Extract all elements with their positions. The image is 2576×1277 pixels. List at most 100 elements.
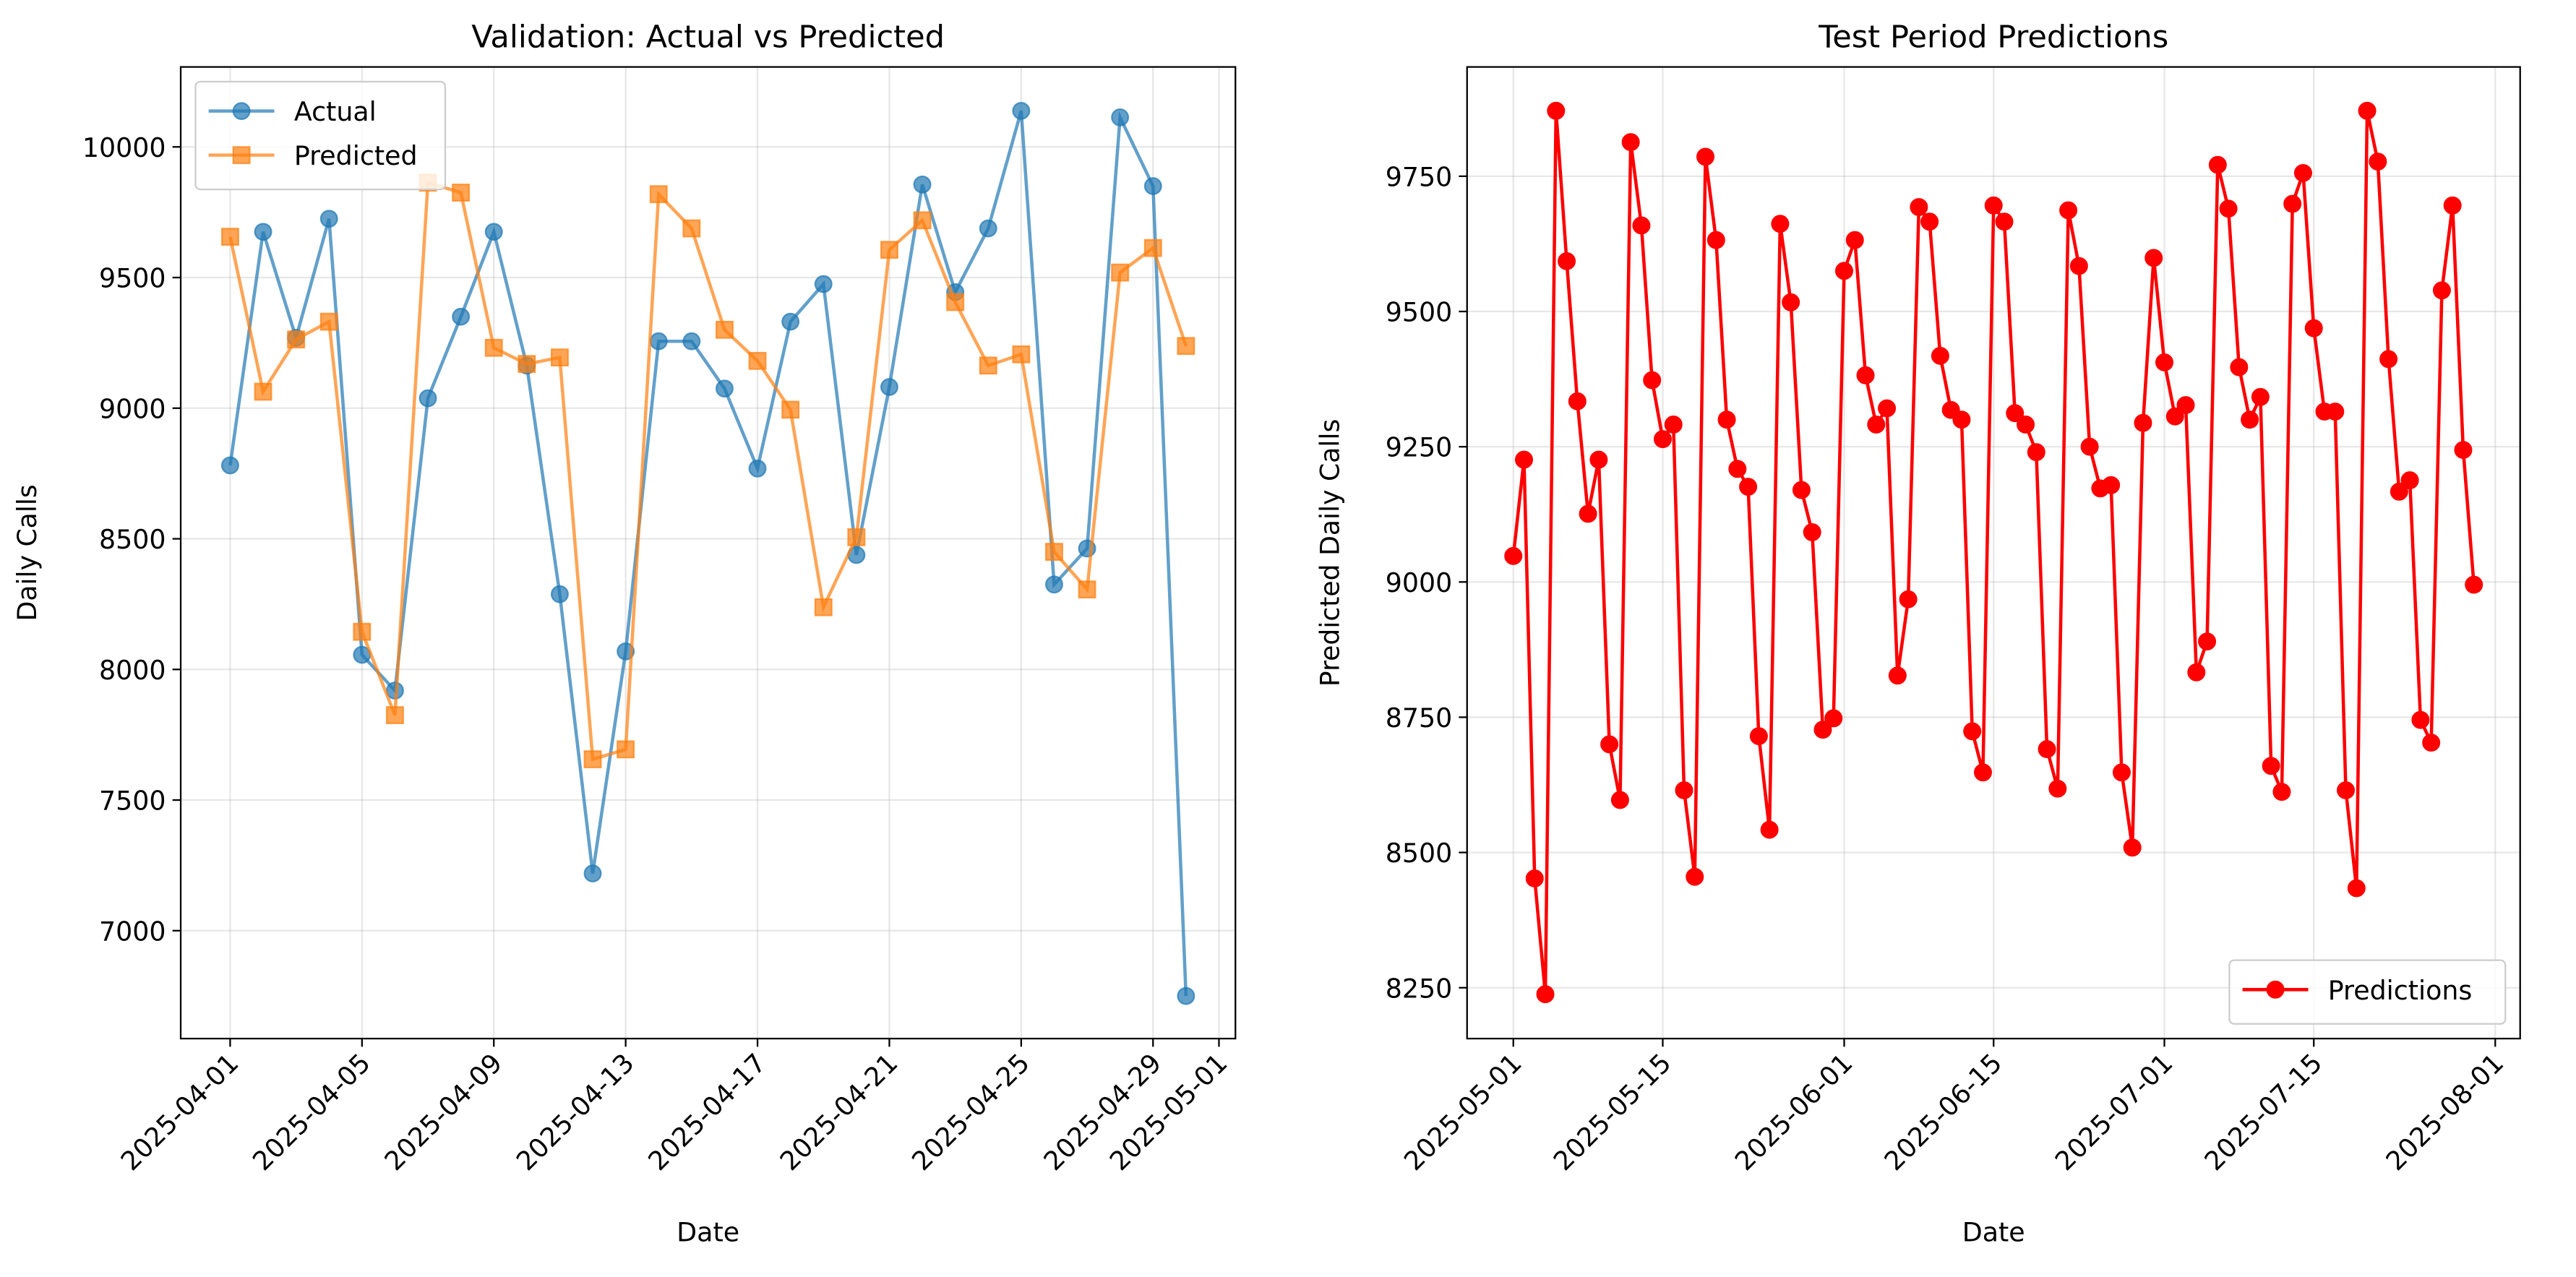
marker: [1878, 399, 1897, 418]
marker: [1728, 460, 1747, 478]
y-tick-label: 8500: [1386, 838, 1453, 869]
marker: [1899, 590, 1918, 609]
series-line: [228, 110, 1188, 997]
marker: [2048, 779, 2067, 798]
x-tick-label: 2025-04-05: [246, 1047, 377, 1177]
marker: [1579, 504, 1597, 523]
marker: [814, 598, 833, 616]
marker: [979, 219, 997, 238]
marker: [2241, 410, 2259, 429]
marker: [2379, 350, 2398, 369]
marker: [550, 348, 569, 367]
legend-label: Predictions: [2328, 975, 2473, 1006]
marker: [319, 312, 338, 331]
x-tick-label: 2025-04-21: [774, 1047, 904, 1177]
marker: [2069, 257, 2088, 275]
y-tick-label: 7000: [99, 916, 166, 947]
marker: [1568, 392, 1587, 410]
x-tick-label: 2025-05-01: [1398, 1047, 1528, 1177]
marker: [1760, 820, 1779, 839]
marker: [418, 389, 437, 408]
y-tick-label: 9000: [99, 393, 166, 424]
x-tick-label: 2025-04-01: [115, 1047, 245, 1177]
marker: [1621, 133, 1640, 152]
marker: [2198, 632, 2217, 651]
marker: [287, 330, 306, 349]
legend: Predictions: [2228, 959, 2507, 1025]
marker: [1739, 478, 1758, 496]
marker: [1111, 108, 1130, 126]
marker: [1792, 481, 1811, 499]
marker: [1610, 791, 1629, 809]
marker: [1824, 709, 1843, 728]
marker: [2347, 879, 2366, 898]
marker: [649, 332, 668, 351]
marker: [781, 400, 800, 419]
marker: [2283, 194, 2302, 213]
y-tick-label: 9750: [1386, 162, 1453, 193]
y-tick-label: 10000: [82, 132, 166, 163]
marker: [2176, 396, 2195, 414]
x-tick-label: 2025-04-13: [510, 1047, 640, 1177]
marker: [1984, 196, 2003, 215]
marker: [1813, 721, 1832, 739]
marker: [1749, 727, 1768, 746]
y-tick-label: 7500: [99, 786, 166, 817]
y-tick-label: 8000: [99, 655, 166, 686]
marker: [1643, 371, 1662, 390]
legend-marker: [2266, 980, 2285, 999]
marker: [2112, 763, 2131, 782]
marker: [1686, 867, 1704, 886]
series-line: [228, 180, 1188, 762]
marker: [319, 210, 338, 228]
marker: [617, 740, 635, 759]
marker: [2251, 387, 2270, 406]
marker: [2187, 663, 2206, 682]
marker: [2006, 404, 2025, 423]
marker: [1177, 337, 1195, 356]
marker: [2337, 781, 2356, 799]
marker: [2155, 353, 2174, 371]
marker: [1012, 345, 1031, 364]
marker: [913, 175, 932, 194]
marker: [1856, 366, 1875, 384]
marker: [518, 355, 536, 374]
legend-marker: [232, 102, 251, 121]
marker: [1920, 212, 1939, 231]
legend-label: Actual: [294, 96, 377, 127]
marker: [1782, 293, 1800, 311]
marker: [946, 293, 965, 311]
x-axis-label: Date: [677, 1216, 739, 1247]
marker: [1632, 216, 1651, 235]
marker: [2230, 358, 2249, 377]
marker: [748, 351, 767, 370]
marker: [814, 275, 833, 293]
x-axis-label: Date: [1962, 1216, 2025, 1247]
marker: [1547, 101, 1566, 120]
x-tick-label: 2025-07-01: [2049, 1047, 2179, 1177]
marker: [913, 211, 932, 230]
marker: [2400, 471, 2419, 489]
y-axis-label: Daily Calls: [12, 484, 43, 621]
marker: [452, 184, 471, 202]
marker: [1771, 215, 1790, 233]
x-tick-label: 2025-04-09: [378, 1047, 508, 1177]
marker: [2219, 199, 2238, 218]
marker: [2454, 441, 2473, 460]
chart-title: Validation: Actual vs Predicted: [471, 20, 945, 56]
marker: [2422, 734, 2441, 752]
marker: [715, 320, 734, 339]
legend-box: [2228, 959, 2507, 1025]
y-tick-label: 8250: [1386, 973, 1453, 1004]
marker: [583, 750, 602, 769]
marker: [682, 332, 701, 351]
marker: [1558, 251, 1576, 270]
marker: [2411, 710, 2430, 729]
marker: [2293, 163, 2312, 182]
y-axis-label: Predicted Daily Calls: [1314, 419, 1345, 687]
marker: [1653, 430, 1672, 449]
marker: [254, 223, 272, 241]
marker: [1143, 177, 1162, 195]
